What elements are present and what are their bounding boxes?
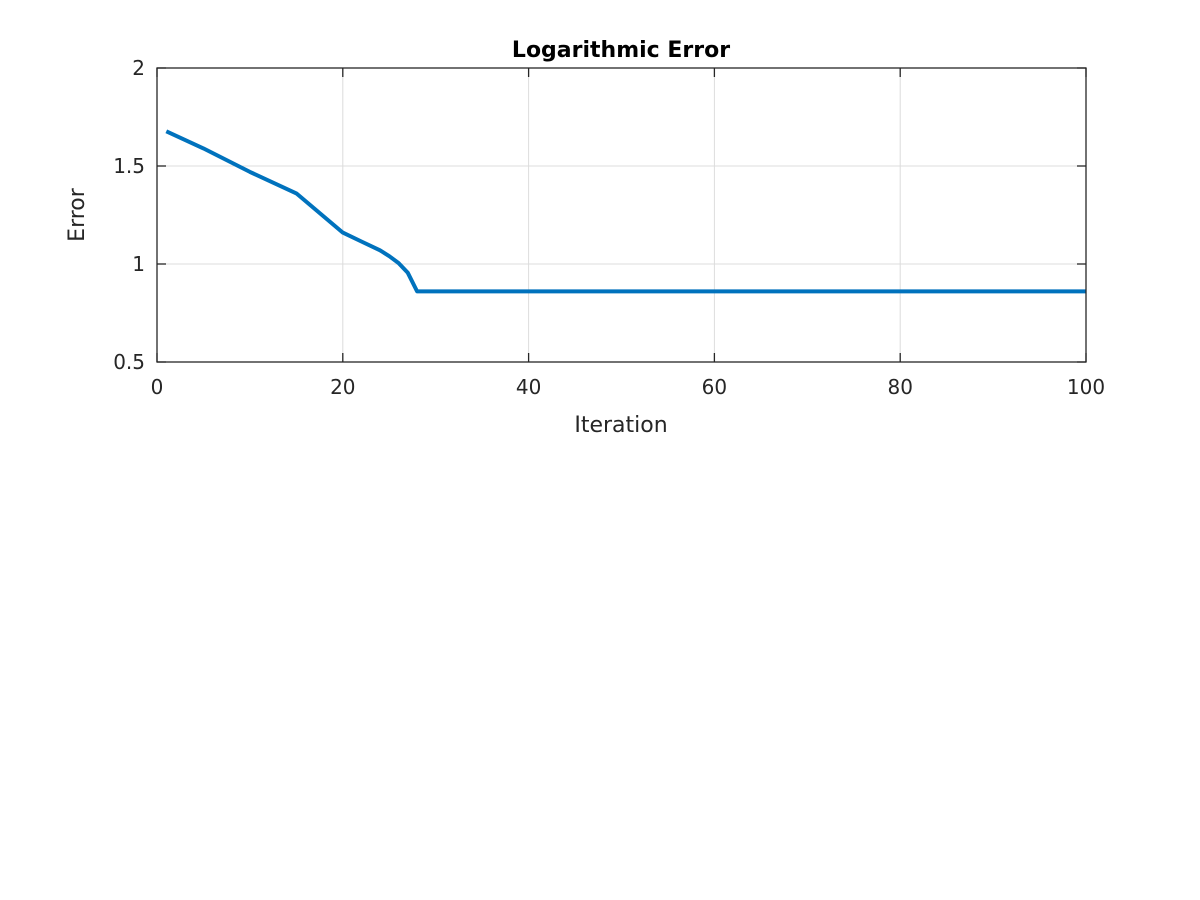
plot-area: 0 20 40 60 80 100 0.5 1 1.5 2 (113, 56, 1105, 399)
y-tick-label: 1 (132, 252, 145, 276)
y-axis-label: Error (65, 187, 90, 242)
y-tick-label: 0.5 (113, 350, 145, 374)
x-tick-label: 20 (330, 375, 355, 399)
axes-background (157, 68, 1086, 362)
x-axis-label: Iteration (574, 413, 667, 438)
x-tick-label: 100 (1067, 375, 1105, 399)
grid (157, 68, 1086, 362)
y-tick-label: 2 (132, 56, 145, 80)
ticks: 0 20 40 60 80 100 0.5 1 1.5 2 (113, 56, 1105, 399)
y-tick-label: 1.5 (113, 154, 145, 178)
chart-title: Logarithmic Error (512, 38, 730, 63)
x-tick-label: 40 (516, 375, 541, 399)
axes-box (156, 67, 1087, 363)
x-tick-label: 60 (702, 375, 727, 399)
x-tick-label: 80 (887, 375, 912, 399)
series-layer (165, 129, 1086, 294)
x-tick-label: 0 (151, 375, 164, 399)
series-line-0 (165, 129, 1086, 294)
